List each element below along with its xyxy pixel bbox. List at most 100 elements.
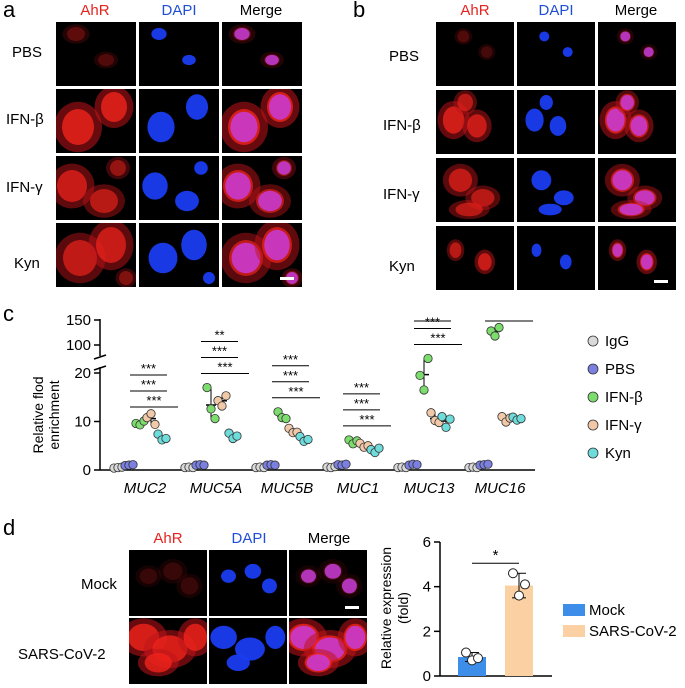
chart-c-significance-mark: *** [354,396,369,411]
chart-c-ylabel-line2: enrichment [46,380,62,449]
chart-c-ylabel-line1: Relative flod [30,376,46,453]
panel-b-tile-r0-ahr-image [454,28,496,61]
panel-d-channel-ahr: AhR [153,530,183,547]
chart-c-point [281,413,291,424]
chart-c-point [232,431,242,441]
chart-c-point [516,413,526,424]
chart-c-significance-mark: *** [359,412,374,427]
panel-a-tile-r2-ahr [56,156,136,220]
chart-d-y-tick-label: 6 [423,534,431,551]
panel-a-tile-r3-dapi [139,223,219,287]
panel-b-tile-r3-dapi-image [531,243,572,270]
panel-a-channel-dapi: DAPI [161,2,197,19]
panel-a-tile-r0-ahr [56,22,136,86]
panel-d-tile-r0-merge-image [295,559,363,599]
panel-a-scale-bar [280,277,294,280]
chart-c-point [202,382,212,393]
chart-c-category-labels: MUC2 MUC5A MUC5B MUC1 MUC13 MUC16 [124,480,526,497]
chart-c-legend-label: IFN-γ [605,417,642,434]
panel-d-scale-bar [345,606,359,609]
chart-c-significance-mark: *** [430,330,445,345]
chart-c-y-tick-label: 20 [74,365,91,382]
chart-c-legend-label: IgG [605,333,629,350]
panel-d-tile-r0-ahr-image [135,559,203,599]
chart-c-legend-marker [587,447,599,459]
chart-d-y-tick-label: 4 [423,579,431,596]
chart-c-y-tick-label: 150 [66,315,91,329]
chart-c-significance-mark: *** [146,393,161,408]
panel-d-tile-r0-merge [289,550,367,616]
panel-a-row-kyn: Kyn [14,255,40,272]
panel-b-tile-r2-ahr [436,158,514,222]
chart-c-point [210,413,220,424]
chart-c-category-label: MUC16 [475,480,527,497]
panel-d-tile-r1-dapi-image [210,625,286,671]
chart-c-point [494,322,504,333]
panel-d-label: d [3,515,16,540]
chart-c-point [423,353,433,364]
chart-c-y-tick-label: 100 [66,337,91,354]
panel-b-tile-r1-dapi [517,90,595,154]
chart-c-point [217,401,227,411]
chart-c-significance-mark: *** [283,352,298,367]
panel-a-tile-r1-dapi [139,89,219,153]
chart-c-significance-mark: ** [214,328,224,343]
panel-b-tile-r2-merge-image [604,163,663,220]
panel-b-row-pbs: PBS [389,48,420,65]
panel-b-tile-r3-merge-image [608,239,657,275]
panel-a-tile-r0-dapi [139,22,219,86]
panel-a-tile-r3-ahr-image [56,223,136,287]
chart-c-significance-mark: *** [496,315,511,322]
chart-c-y-tick-label: 0 [83,462,91,479]
panel-d-tile-r1-ahr [129,618,207,684]
panel-a-tile-r1-ahr-image [56,89,134,153]
panel-a-label: a [3,0,16,22]
chart-c-point [412,460,422,470]
chart-c-y-tick-label: 10 [74,414,91,431]
panel-b-tile-r3-ahr-image [446,239,495,275]
chart-c-point [426,408,436,418]
panel-a-tile-r0-dapi-image [151,28,196,66]
chart-c-legend-marker [587,363,599,375]
panel-b-tile-r0-merge-image [616,28,658,61]
panel-a-tile-r3-dapi-image [148,229,215,284]
chart-d-legend-label: SARS-CoV-2 [589,623,677,640]
panel-d-tile-r1-merge [289,618,367,684]
panel-a-tile-r0-merge-image [228,24,284,69]
panel-a-tile-r1-merge-image [222,89,300,153]
chart-c-axes: 0 10 20 100 150 [66,315,535,479]
panel-c-label: c [3,301,14,326]
chart-d-bars: * [458,547,533,676]
chart-c-axis-break-upper [93,354,107,360]
chart-c-point [437,412,447,422]
chart-d-y-tick-label: 0 [423,668,431,685]
chart-c-significance-mark: *** [212,344,227,359]
chart-c-significance-mark: *** [425,315,440,329]
panel-a-tile-r2-merge-image [222,156,296,218]
chart-d-significance-mark: * [493,547,499,564]
chart-d-point [520,579,530,590]
panel-a-tile-r2-merge [222,156,302,220]
chart-c-category-label: MUC5B [261,480,314,497]
chart-d-point [514,590,524,601]
panel-d-tile-r0-dapi [209,550,287,616]
panel-d-tile-r1-merge-image [289,618,367,677]
panel-a-tile-r2-ahr-image [56,156,130,218]
panel-b-tile-r1-dapi-image [525,95,567,136]
panel-b-tile-r1-ahr-image [437,90,492,143]
panel-d-tile-r0-dapi-image [221,563,277,594]
chart-c-legend-marker [587,391,599,403]
panel-a-tile-r1-dapi-image [147,94,209,143]
chart-c-legend-marker [587,419,599,431]
panel-a-tile-r1-ahr [56,89,136,153]
panel-d-row-mock: Mock [81,576,117,593]
chart-c-point [161,433,171,444]
panel-a-tile-r3-merge-image [222,223,302,287]
chart-c-point [270,460,280,470]
chart-c-legend: IgG PBS IFN-β IFN-γ Kyn [587,333,643,462]
chart-d-legend-label: Mock [589,602,625,619]
chart-c-point [374,443,384,453]
panel-a-tile-r2-dapi [139,156,219,220]
chart-c-significance-mark: *** [288,384,303,399]
